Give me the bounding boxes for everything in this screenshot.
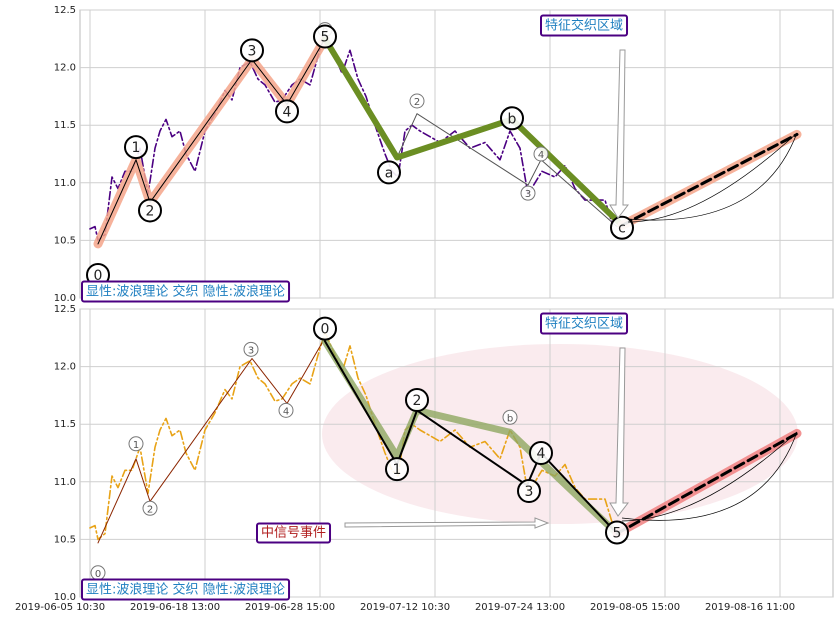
wave-point (275, 99, 299, 124)
wave-line (97, 337, 326, 544)
wave-label: 4 (283, 104, 292, 120)
x-tick-label: 2019-08-05 15:00 (590, 602, 680, 613)
wave-label: 2 (414, 97, 420, 108)
wave-line (97, 38, 326, 245)
annotation-box (540, 14, 629, 37)
wave-label: 4 (283, 406, 289, 417)
wave-point (128, 436, 144, 452)
y-tick-label: 12.5 (54, 304, 76, 315)
annotation: 显性:波浪理论 交织 隐性:波浪理论 (86, 582, 285, 598)
wave-point (142, 500, 158, 516)
wave-point (278, 402, 294, 418)
wave-label: 2 (147, 504, 153, 515)
arc (627, 132, 798, 221)
wave-point (385, 457, 409, 482)
x-tick-label: 2019-08-16 11:00 (705, 602, 795, 613)
wave-point (313, 316, 337, 341)
wave-point (520, 185, 536, 201)
wave-label: 3 (248, 43, 257, 59)
annotation: 中信号事件 (261, 526, 326, 541)
annotation: 特征交织区域 (545, 316, 623, 332)
y-tick-label: 10.0 (54, 293, 76, 304)
y-tick-label: 10.0 (54, 592, 76, 603)
wave-label: 4 (537, 446, 546, 462)
wave-point (517, 479, 541, 504)
wave-point (409, 93, 425, 109)
arc (621, 431, 798, 522)
wave-point (500, 106, 524, 131)
wave-label: c (618, 221, 626, 237)
wave-label: 5 (613, 525, 622, 541)
y-tick-label: 11.5 (54, 419, 76, 430)
highlight-zone (322, 344, 798, 524)
wave-point (313, 24, 337, 49)
arc (627, 132, 798, 223)
wave-label: a (385, 165, 394, 181)
wave-point (405, 388, 429, 413)
wave-line (396, 113, 618, 228)
y-tick-label: 10.5 (54, 235, 76, 246)
wave-point (502, 409, 518, 425)
wave-point (605, 520, 629, 545)
annotation: 显性:波浪理论 交织 隐性:波浪理论 (86, 284, 285, 300)
wave-line (324, 340, 618, 535)
wave-point (377, 160, 401, 185)
wave-line (615, 431, 799, 536)
arcs (621, 132, 798, 522)
wave-point (243, 341, 259, 357)
wave-label: 2 (146, 203, 155, 219)
arrow (344, 517, 550, 529)
x-tick-label: 2019-07-12 10:30 (360, 602, 450, 613)
arrows (344, 49, 630, 529)
y-tick-label: 10.5 (54, 534, 76, 545)
annotation-box (256, 522, 332, 544)
plot-frame (79, 9, 834, 299)
x-tick-label: 2019-07-24 13:00 (475, 602, 565, 613)
wave-label: 2 (413, 393, 422, 409)
wave-point (533, 146, 549, 162)
y-tick-label: 11.5 (54, 120, 76, 131)
wave-label: b (507, 413, 513, 424)
wave-label: 3 (525, 484, 534, 500)
wave-line (322, 35, 625, 229)
annotation-box (81, 578, 291, 601)
y-tick-label: 12.0 (54, 63, 76, 74)
wave-label: 5 (321, 29, 330, 45)
wave-label: 3 (525, 189, 531, 200)
wave-point (138, 198, 162, 223)
annotation-box (540, 312, 629, 335)
wave-label: 0 (95, 569, 101, 580)
wave-line (620, 132, 799, 227)
y-tick-label: 12.5 (54, 5, 76, 16)
wave-label: 4 (538, 150, 544, 161)
wave-label: 1 (393, 462, 402, 478)
x-tick-label: 2019-06-28 15:00 (245, 602, 335, 613)
plots: 10.0 10.5 11.0 11.5 12.0 12.5 0 1 2 3 4 b 5 a 2 b 4 3 c 10.… (15, 5, 834, 613)
x-tick-label: 2019-06-18 13:00 (130, 602, 220, 613)
arrow (609, 347, 630, 517)
wave-label: 0 (321, 322, 330, 338)
y-tick-label: 12.0 (54, 362, 76, 373)
wave-label: b (508, 111, 517, 127)
annotation: 特征交织区域 (545, 18, 623, 34)
wave-point (240, 38, 264, 63)
x-tick-label: 2019-06-05 10:30 (15, 602, 105, 613)
wave-label: 3 (248, 345, 254, 356)
y-tick-label: 11.0 (54, 477, 76, 488)
wave-label: 1 (132, 140, 141, 156)
wave-point (124, 135, 148, 160)
arc (621, 431, 798, 521)
y-tick-label: 11.0 (54, 178, 76, 189)
arrow (609, 49, 630, 219)
wave-label: 0 (94, 268, 103, 284)
wave-point (610, 215, 634, 240)
annotation-box (81, 280, 291, 303)
wave-point (529, 441, 553, 465)
wave-label: 1 (133, 440, 139, 451)
